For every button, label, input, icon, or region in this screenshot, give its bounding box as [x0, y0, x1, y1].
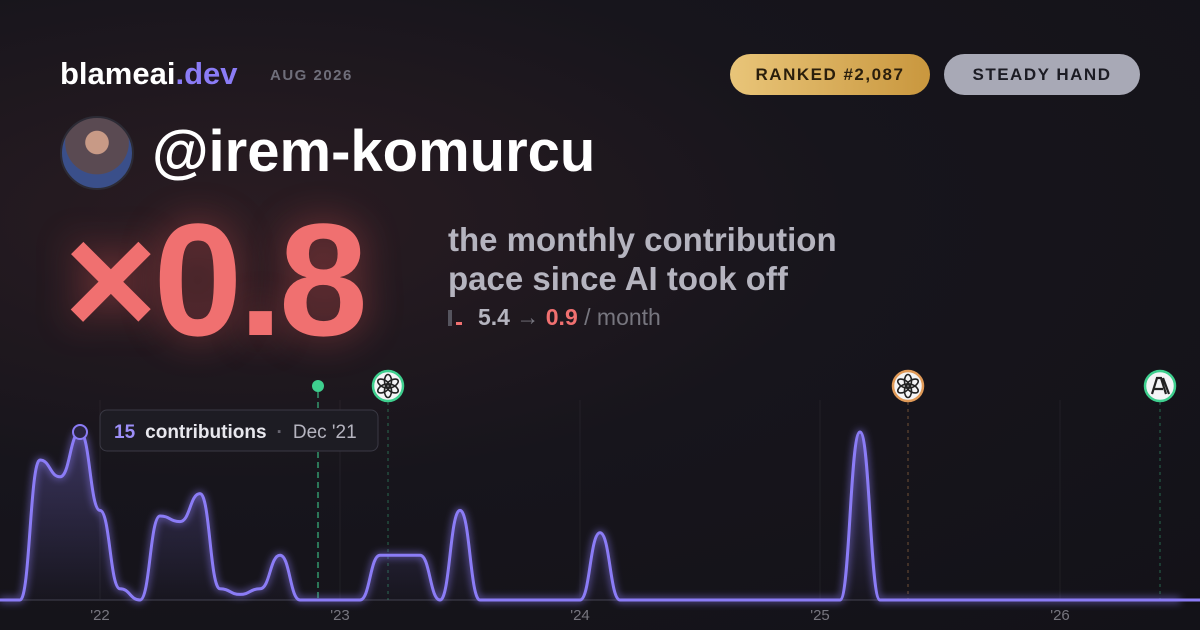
x-tick-label: '26 — [1050, 607, 1070, 624]
date: AUG 2026 — [270, 67, 353, 84]
pace-icon — [456, 322, 462, 325]
pace-unit: / month — [584, 304, 661, 330]
tooltip — [99, 409, 379, 452]
event-icon — [371, 369, 405, 403]
event-icon — [891, 369, 925, 403]
description-line: the monthly contribution — [448, 221, 837, 258]
avatar — [60, 116, 134, 190]
pace-icon — [448, 310, 452, 326]
tooltip-label: Dec '21 — [293, 422, 357, 443]
event-icon-glyph — [1150, 376, 1171, 395]
x-tick-label: '23 — [330, 607, 350, 624]
x-tick-label: '22 — [90, 607, 110, 624]
pace: 5.4 → 0.9 / month — [448, 304, 661, 331]
rank-badge: RANKED #2,087 — [730, 54, 930, 95]
multiplier: ×0.8 — [64, 190, 368, 369]
pace-arrow: → — [516, 304, 540, 330]
event-dot — [312, 380, 324, 392]
x-tick-label: '25 — [810, 607, 830, 624]
pace-after: 0.9 — [545, 304, 578, 330]
tooltip-separator: · — [277, 422, 283, 443]
handle: @irem-komurcu — [152, 119, 596, 184]
description: the monthly contribution pace since AI to… — [448, 220, 837, 298]
brand-suffix: .dev — [175, 56, 238, 91]
x-tick-label: '24 — [570, 607, 590, 624]
title-badge: STEADY HAND — [944, 54, 1140, 95]
brand: blameai.dev — [60, 56, 237, 92]
event-icon-petal — [376, 378, 391, 389]
brand-name: blameai — [60, 56, 176, 91]
event-icon-petal — [896, 378, 911, 389]
peak-dot — [72, 424, 88, 440]
tooltip-text: 15 contributions · Dec '21 — [114, 422, 357, 443]
tooltip-unit: contributions — [145, 422, 266, 443]
line — [0, 430, 1180, 602]
tooltip-value: 15 — [114, 422, 136, 443]
event-icon — [1143, 369, 1177, 403]
pace-before: 5.4 — [478, 304, 510, 330]
description-line: pace since AI took off — [448, 260, 788, 297]
